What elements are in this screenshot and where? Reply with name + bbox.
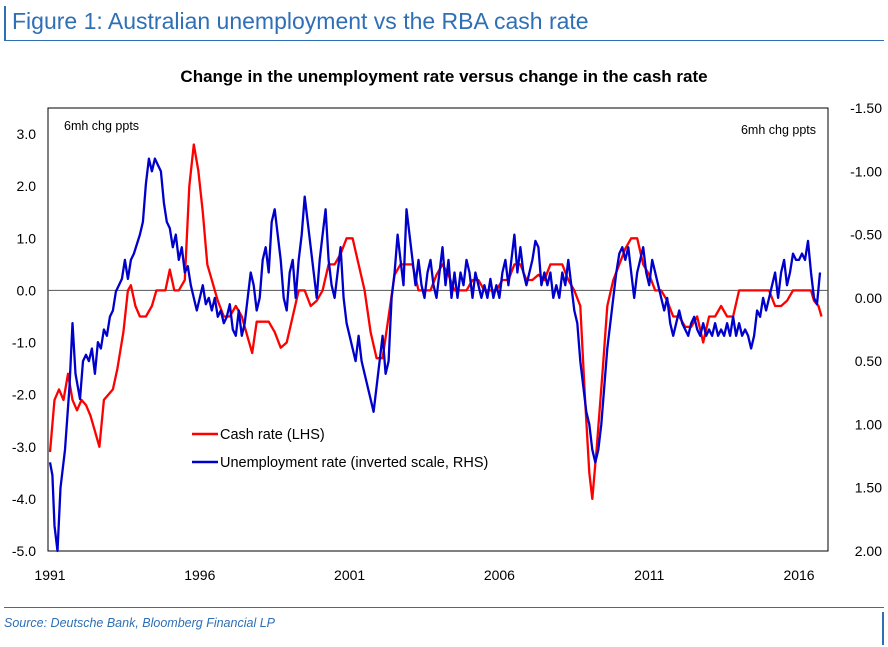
right-axis: -1.50 -1.00 -0.50 0.00 0.50 1.00 1.50 2.00 xyxy=(850,100,882,559)
legend-label-cash: Cash rate (LHS) xyxy=(220,427,325,443)
right-tick-label: 0.00 xyxy=(855,290,882,306)
right-tick-label: 0.50 xyxy=(855,353,882,369)
source-note: Source: Deutsche Bank, Bloomberg Financi… xyxy=(4,616,275,630)
x-tick-label: 1996 xyxy=(184,567,215,583)
chart: Change in the unemployment rate versus c… xyxy=(12,67,882,583)
header-rule xyxy=(4,40,884,41)
plot-frame xyxy=(47,107,829,552)
right-tick-label: 2.00 xyxy=(855,543,882,559)
x-axis: 1991 1996 2001 2006 2011 2016 xyxy=(34,567,814,583)
figure-footer: Source: Deutsche Bank, Bloomberg Financi… xyxy=(0,604,888,647)
x-tick-label: 2001 xyxy=(334,567,365,583)
x-tick-label: 1991 xyxy=(34,567,65,583)
left-tick-label: -5.0 xyxy=(12,543,36,559)
left-axis: 3.0 2.0 1.0 0.0 -1.0 -2.0 -3.0 -4.0 -5.0 xyxy=(12,126,36,559)
chart-title: Change in the unemployment rate versus c… xyxy=(180,67,707,86)
legend-label-unemp: Unemployment rate (inverted scale, RHS) xyxy=(220,455,488,471)
left-tick-label: 1.0 xyxy=(17,230,37,246)
left-tick-label: 2.0 xyxy=(17,178,37,194)
header-accent-bar xyxy=(4,6,6,40)
right-tick-label: 1.50 xyxy=(855,480,882,496)
left-tick-label: 3.0 xyxy=(17,126,37,142)
footer-rule xyxy=(4,607,884,608)
cash-rate-line xyxy=(48,143,823,501)
x-tick-label: 2006 xyxy=(484,567,515,583)
left-axis-note: 6mh chg ppts xyxy=(64,119,139,133)
right-tick-label: -0.50 xyxy=(850,227,882,243)
footer-accent-bar xyxy=(882,612,884,645)
left-tick-label: -4.0 xyxy=(12,491,36,507)
series-layer xyxy=(48,143,823,553)
unemployment-rate-line xyxy=(48,157,822,553)
figure-header: Figure 1: Australian unemployment vs the… xyxy=(0,0,888,46)
right-tick-label: 1.00 xyxy=(855,416,882,432)
x-tick-label: 2011 xyxy=(634,567,664,583)
legend: Cash rate (LHS) Unemployment rate (inver… xyxy=(192,427,488,471)
x-tick-label: 2016 xyxy=(783,567,814,583)
right-tick-label: -1.00 xyxy=(850,163,882,179)
left-tick-label: -3.0 xyxy=(12,439,36,455)
left-tick-label: -1.0 xyxy=(12,335,36,351)
right-tick-label: -1.50 xyxy=(850,100,882,116)
figure-title: Figure 1: Australian unemployment vs the… xyxy=(12,8,589,34)
left-tick-label: 0.0 xyxy=(17,282,37,298)
left-tick-label: -2.0 xyxy=(12,387,36,403)
right-axis-note: 6mh chg ppts xyxy=(741,123,816,137)
